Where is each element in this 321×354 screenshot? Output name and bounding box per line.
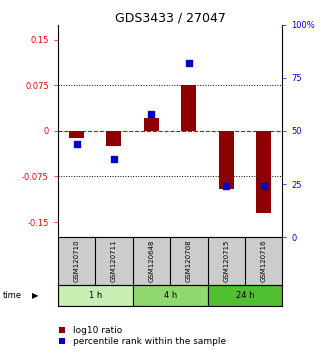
Text: GSM120715: GSM120715 (223, 240, 229, 282)
Point (149, 111, 154, 117)
Text: GSM120648: GSM120648 (148, 240, 154, 282)
Bar (208, 285, 282, 306)
Bar (219, 131, 234, 189)
Point (111, 156, 117, 161)
Legend: log10 ratio, percentile rank within the sample: log10 ratio, percentile rank within the … (59, 326, 226, 346)
Bar (144, 118, 159, 131)
Text: GSM120710: GSM120710 (74, 240, 80, 282)
Text: 1 h: 1 h (89, 291, 102, 300)
Text: time: time (3, 291, 22, 300)
Bar (256, 131, 271, 213)
Title: GDS3433 / 27047: GDS3433 / 27047 (115, 12, 226, 25)
Text: GSM120716: GSM120716 (261, 240, 267, 282)
Bar (58, 285, 133, 306)
Point (224, 183, 229, 189)
Text: ▶: ▶ (32, 291, 39, 300)
Point (186, 60, 191, 66)
Bar (181, 85, 196, 131)
Bar (69, 131, 84, 138)
Bar (107, 131, 121, 146)
Point (261, 183, 266, 189)
Point (74, 141, 79, 147)
Text: GSM120708: GSM120708 (186, 240, 192, 282)
Text: GSM120711: GSM120711 (111, 240, 117, 282)
Text: 4 h: 4 h (163, 291, 177, 300)
Bar (133, 285, 208, 306)
Text: 24 h: 24 h (236, 291, 254, 300)
